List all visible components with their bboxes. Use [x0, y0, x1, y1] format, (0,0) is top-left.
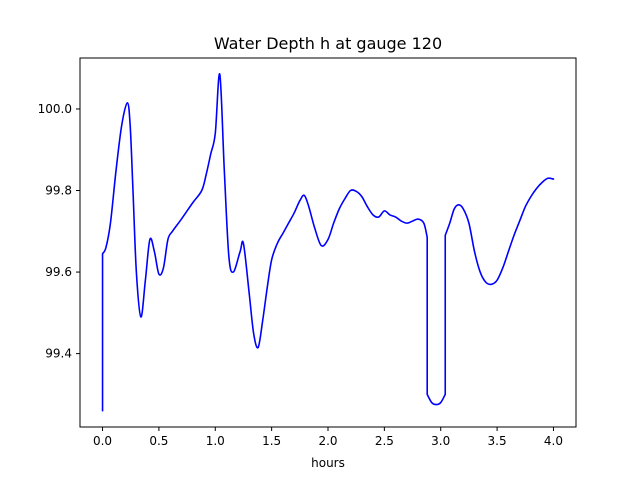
series-line [101, 73, 555, 412]
chart-title: Water Depth h at gauge 120 [214, 34, 442, 53]
y-tick-label: 100.0 [38, 102, 72, 116]
y-tick-label: 99.4 [45, 347, 72, 361]
x-axis: 0.0 0.5 1.0 1.5 2.0 2.5 3.0 3.5 4.0 [93, 427, 563, 448]
y-tick-label: 99.8 [45, 184, 72, 198]
x-tick-label: 0.0 [93, 434, 112, 448]
x-tick-label: 1.5 [262, 434, 281, 448]
x-axis-label: hours [311, 456, 345, 470]
x-tick-label: 3.5 [488, 434, 507, 448]
y-tick-label: 99.6 [45, 265, 72, 279]
x-tick-label: 2.0 [318, 434, 337, 448]
y-axis: 99.4 99.6 99.8 100.0 [38, 102, 80, 361]
x-tick-label: 4.0 [544, 434, 563, 448]
plot-frame [79, 57, 577, 428]
x-tick-label: 0.5 [149, 434, 168, 448]
x-tick-label: 1.0 [206, 434, 225, 448]
x-tick-label: 2.5 [375, 434, 394, 448]
x-tick-label: 3.0 [431, 434, 450, 448]
series-layer [101, 73, 555, 412]
